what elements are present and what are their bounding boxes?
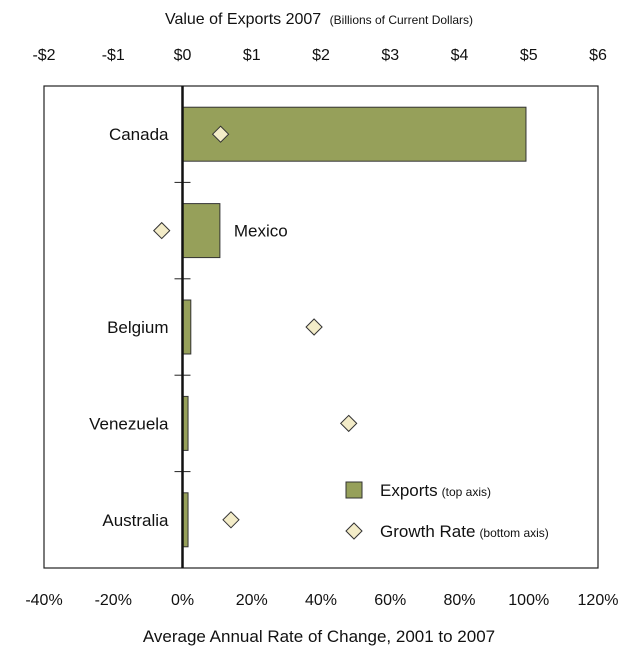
category-label-canada: Canada xyxy=(109,125,169,144)
legend-label-main: Exports xyxy=(380,481,438,500)
legend-label: Growth Rate (bottom axis) xyxy=(380,522,549,541)
bottom-tick-label: 100% xyxy=(508,592,549,609)
category-label-mexico: Mexico xyxy=(234,222,288,241)
growth-marker-belgium xyxy=(305,318,323,336)
legend-swatch-growth xyxy=(345,522,363,540)
export-bars xyxy=(182,106,527,548)
category-label-venezuela: Venezuela xyxy=(89,414,169,433)
top-tick-label: $2 xyxy=(312,47,330,64)
bottom-tick-label: -20% xyxy=(95,592,132,609)
legend-swatch-exports xyxy=(345,481,363,499)
bottom-tick-label: 60% xyxy=(374,592,406,609)
plot-area xyxy=(43,85,599,569)
zero-axis xyxy=(174,86,191,568)
top-tick-label: $1 xyxy=(243,47,261,64)
bottom-tick-label: 120% xyxy=(578,592,619,609)
top-tick-label: $4 xyxy=(451,47,469,64)
top-tick-label: -$1 xyxy=(102,47,125,64)
legend-label-note: (top axis) xyxy=(442,485,491,499)
top-tick-label: $6 xyxy=(589,47,607,64)
top-axis-title-note: (Billions of Current Dollars) xyxy=(330,13,473,27)
growth-marker-mexico xyxy=(153,221,171,240)
bottom-axis: -40% -20% 0% 20% 40% 60% 80% 100% 120% xyxy=(25,592,618,609)
bottom-tick-label: 40% xyxy=(305,592,337,609)
growth-marker-venezuela xyxy=(339,414,358,433)
top-tick-label: $3 xyxy=(381,47,399,64)
legend-label-main: Growth Rate xyxy=(380,522,475,541)
legend-label-note: (bottom axis) xyxy=(479,526,548,540)
top-axis-title: Value of Exports 2007 (Billions of Curre… xyxy=(165,11,473,28)
top-tick-label: $0 xyxy=(174,47,192,64)
bottom-tick-label: -40% xyxy=(25,592,62,609)
category-labels: Canada Mexico Belgium Venezuela Australia xyxy=(89,125,288,530)
bottom-tick-label: 0% xyxy=(171,592,194,609)
top-axis: -$2 -$1 $0 $1 $2 $3 $4 $5 $6 xyxy=(32,47,607,64)
growth-marker-australia xyxy=(222,511,240,529)
bar-mexico xyxy=(182,203,221,259)
growth-markers xyxy=(153,125,358,529)
top-tick-label: $5 xyxy=(520,47,538,64)
category-label-belgium: Belgium xyxy=(107,318,168,337)
bar-canada xyxy=(182,106,527,162)
bottom-tick-label: 80% xyxy=(443,592,475,609)
growth-marker-canada xyxy=(211,125,230,143)
legend-label: Exports (top axis) xyxy=(380,481,491,500)
legend: Exports (top axis) Growth Rate (bottom axis… xyxy=(345,481,549,541)
top-tick-label: -$2 xyxy=(32,47,55,64)
category-label-australia: Australia xyxy=(102,511,169,530)
bottom-tick-label: 20% xyxy=(236,592,268,609)
top-axis-title-main: Value of Exports 2007 xyxy=(165,11,321,28)
bottom-axis-title: Average Annual Rate of Change, 2001 to 2… xyxy=(143,627,495,646)
